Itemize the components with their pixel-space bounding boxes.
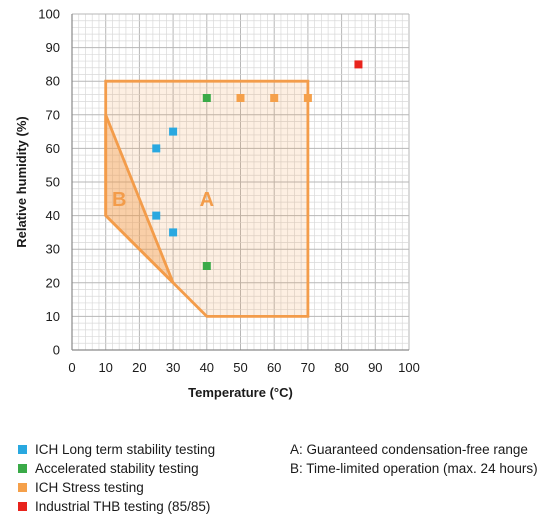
x-tick-label: 70	[301, 360, 315, 375]
regions: AB	[104, 79, 310, 318]
axis-labels: 0 10 20 30 40 50 60 70 80 90 100 0 10 20 30 40 50 60 70 80 9…	[14, 7, 420, 401]
y-tick-label: 20	[46, 275, 60, 290]
legend-label: ICH Stress testing	[35, 480, 144, 495]
y-tick-label: 60	[46, 141, 60, 156]
legend-swatch	[18, 502, 27, 511]
region-label-b: B	[112, 189, 126, 211]
y-tick-label: 30	[46, 242, 60, 257]
data-point	[354, 60, 363, 69]
x-tick-label: 90	[368, 360, 382, 375]
data-points	[152, 60, 363, 270]
y-tick-label: 100	[38, 7, 60, 22]
y-tick-label: 0	[53, 343, 60, 358]
region-notes: A: Guaranteed condensation-free range B:…	[290, 440, 538, 478]
legend-item: ICH Long term stability testing	[18, 440, 215, 459]
legend-item: Industrial THB testing (85/85)	[18, 497, 215, 516]
y-tick-label: 80	[46, 74, 60, 89]
y-axis-title: Relative humidity (%)	[14, 116, 29, 247]
legend: ICH Long term stability testing Accelera…	[18, 440, 215, 516]
x-axis-title: Temperature (°C)	[188, 385, 293, 400]
data-point	[236, 94, 245, 102]
x-tick-label: 10	[98, 360, 112, 375]
region-label-a: A	[200, 189, 214, 211]
x-tick-label: 50	[233, 360, 247, 375]
data-point	[169, 127, 178, 136]
x-tick-label: 60	[267, 360, 281, 375]
data-point	[152, 144, 161, 153]
data-point	[303, 94, 312, 102]
y-tick-label: 50	[46, 175, 60, 190]
x-tick-label: 100	[398, 360, 420, 375]
data-point	[202, 262, 211, 270]
y-tick-label: 40	[46, 208, 60, 223]
x-tick-label: 80	[334, 360, 348, 375]
legend-item: Accelerated stability testing	[18, 459, 215, 478]
y-tick-label: 10	[46, 309, 60, 324]
data-point	[202, 94, 211, 102]
data-point	[169, 228, 178, 237]
legend-item: ICH Stress testing	[18, 478, 215, 497]
axes	[71, 14, 409, 351]
x-tick-label: 30	[166, 360, 180, 375]
legend-swatch	[18, 445, 27, 454]
chart: AB 0 10 20 30 40 50 60 70 80 90 100010203040506070…	[14, 7, 420, 401]
grid	[71, 13, 410, 351]
note-b: B: Time-limited operation (max. 24 hours…	[290, 461, 538, 476]
x-tick-label: 40	[200, 360, 214, 375]
y-tick-label: 70	[46, 107, 60, 122]
legend-label: Industrial THB testing (85/85)	[35, 499, 211, 514]
note-a: A: Guaranteed condensation-free range	[290, 442, 528, 457]
y-tick-label: 90	[46, 40, 60, 55]
x-tick-label: 20	[132, 360, 146, 375]
legend-swatch	[18, 464, 27, 473]
legend-swatch	[18, 483, 27, 492]
legend-label: ICH Long term stability testing	[35, 442, 216, 457]
data-point	[270, 94, 279, 102]
x-tick-label: 0	[68, 360, 75, 375]
legend-label: Accelerated stability testing	[35, 461, 199, 476]
data-point	[152, 211, 161, 220]
region-b	[104, 114, 175, 284]
